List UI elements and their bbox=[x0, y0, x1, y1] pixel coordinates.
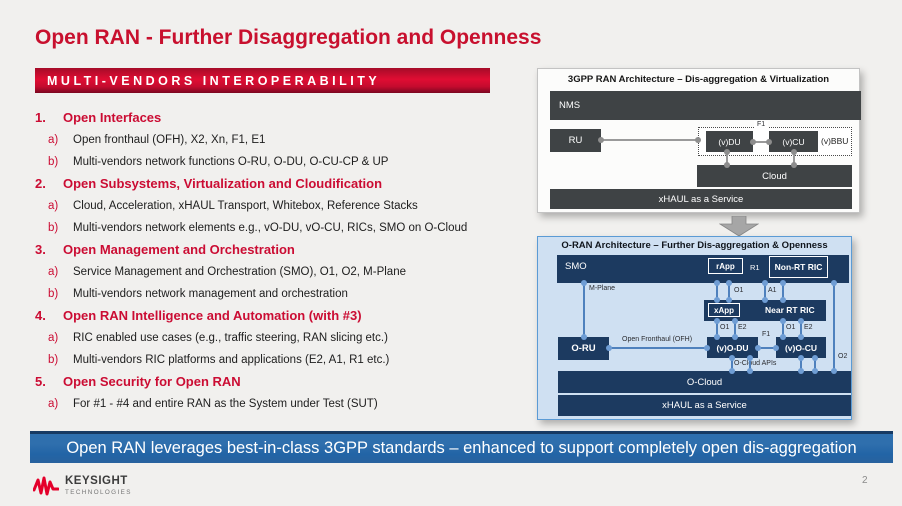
sub-letter: b) bbox=[48, 288, 59, 300]
vdu-box: (v)DU bbox=[706, 131, 753, 152]
page-title: Open RAN - Further Disaggregation and Op… bbox=[35, 26, 542, 49]
sub-letter: b) bbox=[48, 222, 59, 234]
vbbu-group-box: (v)DU (v)CU (v)BBU F1 bbox=[698, 121, 852, 156]
sub-text: Multi-vendors network elements e.g., vO-… bbox=[73, 222, 468, 234]
list-item-3: 3. Open Management and Orchestration a) Se… bbox=[35, 242, 530, 302]
smo-label: SMO bbox=[565, 261, 587, 272]
list-item-4: 4. Open RAN Intelligence and Automation (… bbox=[35, 308, 530, 368]
vocu-box: (v)O-CU bbox=[776, 337, 826, 358]
ofh-label: Open Fronthaul (OFH) bbox=[622, 336, 693, 343]
r1-interface-label: R1 bbox=[750, 263, 760, 272]
item-heading: Open Subsystems, Virtualization and Clou… bbox=[63, 176, 383, 191]
o2-label: O2 bbox=[838, 353, 848, 360]
down-arrow-icon bbox=[719, 216, 759, 236]
item-heading: Open Management and Orchestration bbox=[63, 242, 295, 257]
vcu-box: (v)CU bbox=[769, 131, 818, 152]
sub-letter: b) bbox=[48, 354, 59, 366]
sub-letter: a) bbox=[48, 200, 59, 212]
item-heading: Open RAN Intelligence and Automation (wi… bbox=[63, 308, 362, 323]
sub-letter: a) bbox=[48, 332, 59, 344]
kicker-banner: MULTI-VENDORS INTEROPERABILITY bbox=[35, 68, 490, 93]
sub-text: For #1 - #4 and entire RAN as the System… bbox=[73, 398, 378, 410]
sub-text: Multi-vendors network functions O-RU, O-… bbox=[73, 156, 389, 168]
sub-text: Open fronthaul (OFH), X2, Xn, F1, E1 bbox=[73, 134, 266, 146]
brand-subname: TECHNOLOGIES bbox=[65, 488, 132, 496]
xapp-box: xApp bbox=[708, 303, 740, 317]
nearrt-ric-label: Near RT RIC bbox=[765, 305, 815, 315]
vodu-box: (v)O-DU bbox=[707, 337, 758, 358]
brand-name: KEYSIGHT bbox=[65, 475, 128, 488]
item-number: 1. bbox=[35, 110, 46, 125]
ocloud-box: O-Cloud bbox=[558, 371, 851, 393]
page-number: 2 bbox=[862, 475, 868, 486]
a1-label: A1 bbox=[768, 287, 777, 294]
panel-3gpp-title: 3GPP RAN Architecture – Dis-aggregation … bbox=[567, 74, 830, 85]
ru-box: RU bbox=[550, 129, 601, 152]
sub-letter: b) bbox=[48, 156, 59, 168]
oru-box: O-RU bbox=[558, 337, 609, 360]
f1-oran-label: F1 bbox=[762, 331, 771, 338]
panel-oran-architecture: O-RAN Architecture – Further Dis-aggrega… bbox=[537, 236, 852, 420]
sub-text: Cloud, Acceleration, xHAUL Transport, Wh… bbox=[73, 200, 418, 212]
item-number: 2. bbox=[35, 176, 46, 191]
takeaway-text: Open RAN leverages best-in-class 3GPP st… bbox=[66, 439, 857, 457]
f1-interface-label: F1 bbox=[754, 121, 769, 128]
sub-text: Service Management and Orchestration (SM… bbox=[73, 266, 406, 278]
xhaul-oran-box: xHAUL as a Service bbox=[558, 395, 851, 416]
item-number: 5. bbox=[35, 374, 46, 389]
list-item-1: 1. Open Interfaces a) Open fronthaul (OFH)… bbox=[35, 110, 530, 170]
panel-3gpp-architecture: 3GPP RAN Architecture – Dis-aggregation … bbox=[537, 68, 861, 213]
nonrt-ric-box: Non-RT RIC bbox=[769, 256, 828, 278]
e2-label-cu: E2 bbox=[804, 324, 813, 331]
sub-text: Multi-vendors network management and orc… bbox=[73, 288, 348, 300]
xhaul-box: xHAUL as a Service bbox=[550, 189, 852, 209]
sub-text: RIC enabled use cases (e.g., traffic ste… bbox=[73, 332, 388, 344]
cloud-box: Cloud bbox=[697, 165, 852, 187]
item-heading: Open Security for Open RAN bbox=[63, 374, 241, 389]
sub-letter: a) bbox=[48, 266, 59, 278]
nms-box: NMS bbox=[550, 91, 861, 120]
vbbu-label: (v)BBU bbox=[821, 136, 849, 146]
panel-oran-title: O-RAN Architecture – Further Dis-aggrega… bbox=[561, 240, 828, 251]
o1-label-cu: O1 bbox=[786, 324, 796, 331]
sub-letter: a) bbox=[48, 398, 59, 410]
takeaway-banner: Open RAN leverages best-in-class 3GPP st… bbox=[30, 431, 893, 463]
rapp-box: rApp bbox=[708, 258, 743, 274]
e2-label-du: E2 bbox=[738, 324, 747, 331]
item-number: 4. bbox=[35, 308, 46, 323]
kicker-label: MULTI-VENDORS INTEROPERABILITY bbox=[47, 73, 381, 88]
item-heading: Open Interfaces bbox=[63, 110, 162, 125]
o1-label-du: O1 bbox=[720, 324, 730, 331]
keysight-wave-icon bbox=[33, 476, 59, 496]
mplane-label: M-Plane bbox=[589, 285, 616, 292]
ocloud-apis-label: O-Cloud APIs bbox=[734, 360, 777, 367]
list-item-5: 5. Open Security for Open RAN a) For #1 - … bbox=[35, 374, 530, 412]
sub-text: Multi-vendors RIC platforms and applicat… bbox=[73, 354, 390, 366]
item-number: 3. bbox=[35, 242, 46, 257]
keysight-logo: KEYSIGHT TECHNOLOGIES bbox=[33, 476, 132, 496]
list-item-2: 2. Open Subsystems, Virtualization and Cl… bbox=[35, 176, 530, 236]
o1-label-top: O1 bbox=[734, 287, 744, 294]
sub-letter: a) bbox=[48, 134, 59, 146]
